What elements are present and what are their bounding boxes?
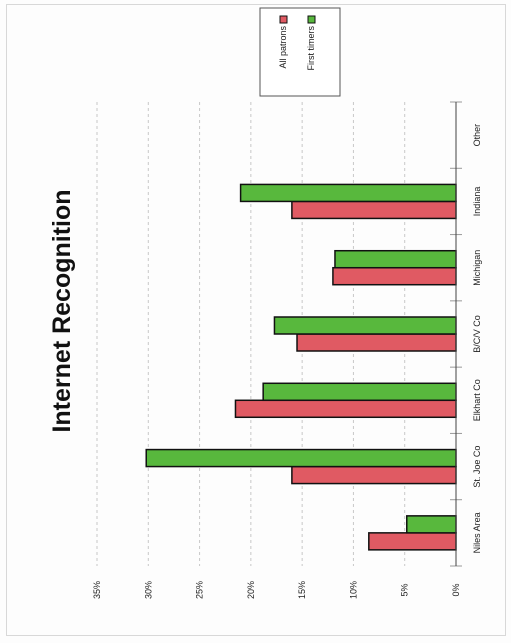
category-label: Other [472, 124, 482, 147]
legend-label: All patrons [278, 26, 288, 69]
bar-all-patrons [368, 532, 457, 551]
y-tick-label: 0% [451, 583, 461, 596]
bar-all-patrons [291, 465, 457, 485]
category-label: Indiana [472, 187, 482, 217]
category-label: Niles Area [472, 512, 482, 553]
category-label: St. Joe Co [472, 446, 482, 488]
y-tick-label: 30% [143, 581, 153, 599]
y-tick-label: 20% [246, 581, 256, 599]
y-tick-label: 10% [348, 581, 358, 599]
bar-first-timers [145, 448, 457, 468]
bar-first-timers [262, 382, 457, 402]
bar-all-patrons [332, 266, 457, 286]
legend-swatch [307, 15, 316, 24]
legend-swatch [279, 15, 288, 24]
y-tick-label: 5% [400, 583, 410, 596]
y-tick-label: 15% [297, 581, 307, 599]
chart-title: Internet Recognition [48, 189, 76, 432]
category-label: B/C/V Co [472, 315, 482, 353]
y-tick-label: 35% [92, 581, 102, 599]
legend: All patrons First timers [259, 7, 341, 97]
category-label: Michigan [472, 250, 482, 286]
bar-first-timers [273, 316, 457, 335]
bar-all-patrons [234, 399, 457, 419]
bar-first-timers [406, 515, 457, 534]
legend-label: First timers [306, 26, 316, 71]
bar-first-timers [334, 249, 457, 269]
category-label: Elkhart Co [472, 379, 482, 421]
chart-frame [6, 4, 506, 636]
y-tick-label: 25% [195, 581, 205, 599]
bar-first-timers [239, 183, 457, 203]
bar-all-patrons [296, 333, 457, 352]
bar-all-patrons [291, 200, 457, 220]
legend-box [259, 7, 341, 97]
